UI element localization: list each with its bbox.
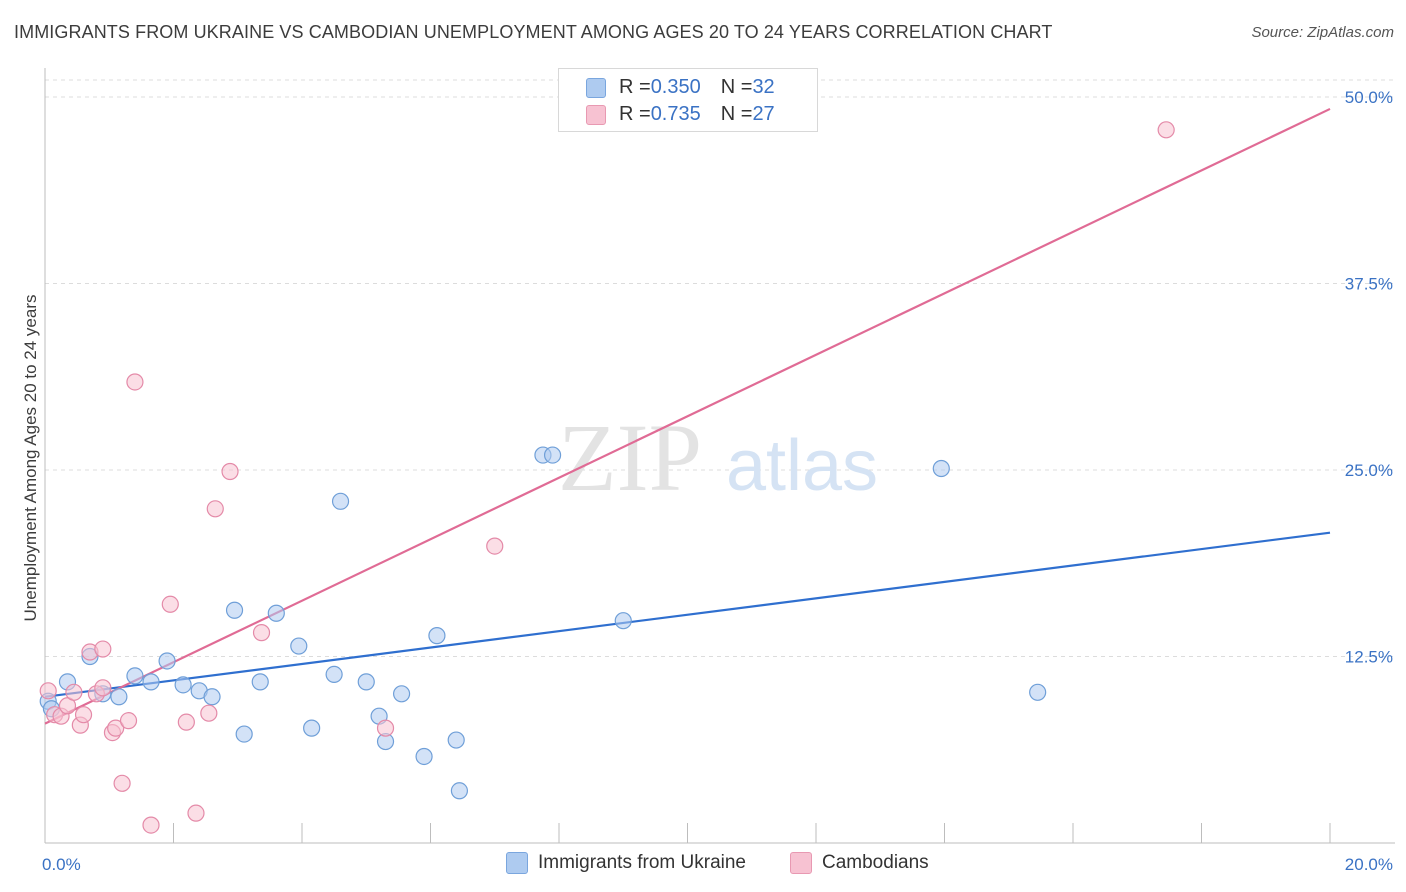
axes: [44, 68, 1395, 844]
bottom-legend-ukraine: Immigrants from Ukraine: [506, 852, 746, 874]
point-cambodians: [206, 500, 224, 518]
point-cambodians: [1157, 121, 1175, 139]
point-cambodians: [94, 640, 112, 658]
point-ukraine: [325, 665, 343, 684]
legend-n-value: 27: [752, 102, 775, 125]
bottom-legend-swatch-cambodians: [790, 852, 812, 874]
legend-swatch-cambodians: [586, 105, 606, 125]
legend-n-value: 32: [752, 75, 775, 98]
point-ukraine: [267, 604, 285, 622]
point-ukraine: [251, 673, 269, 691]
correlation-legend: R = 0.350 N = 32 R = 0.735 N = 27: [558, 68, 818, 132]
point-ukraine: [142, 673, 160, 691]
legend-n-label: N =: [720, 102, 753, 125]
point-cambodians: [39, 682, 57, 700]
bottom-legend-swatch-ukraine: [506, 852, 528, 874]
point-cambodians: [376, 719, 395, 737]
point-cambodians: [221, 462, 239, 481]
point-cambodians: [486, 537, 504, 555]
bottom-legend-label-ukraine: Immigrants from Ukraine: [538, 852, 746, 873]
point-cambodians: [113, 774, 131, 792]
point-cambodians: [200, 704, 218, 722]
legend-r-value: 0.350: [650, 75, 701, 98]
tick-labels: 12.5% 25.0% 37.5% 50.0% 0.0% 20.0%: [42, 88, 1393, 874]
bottom-legend-cambodians: Cambodians: [790, 852, 929, 874]
y-tick-label: 50.0%: [1345, 88, 1393, 107]
legend-swatch-ukraine: [586, 78, 606, 98]
point-cambodians: [119, 712, 138, 730]
y-tick-label: 37.5%: [1345, 275, 1393, 294]
point-ukraine: [203, 688, 221, 706]
point-cambodians: [126, 373, 144, 391]
point-ukraine: [357, 673, 375, 691]
point-ukraine: [126, 667, 144, 685]
point-ukraine: [614, 612, 632, 630]
y-tick-label: 25.0%: [1345, 461, 1393, 480]
point-cambodians: [107, 719, 125, 737]
point-ukraine: [225, 601, 244, 619]
trend-lines: [44, 107, 1331, 725]
legend-r-label: R =: [619, 102, 651, 125]
y-axis-label: Unemployment Among Ages 20 to 24 years: [21, 295, 40, 622]
point-ukraine: [1029, 683, 1047, 701]
legend-n-label: N =: [720, 75, 753, 98]
point-ukraine: [392, 685, 411, 703]
point-cambodians: [65, 683, 83, 701]
point-ukraine: [415, 747, 433, 766]
source-label: Source: ZipAtlas.com: [1251, 24, 1394, 41]
point-cambodians: [187, 804, 205, 822]
grid: [45, 79, 1395, 657]
trend-line-ukraine: [44, 531, 1331, 698]
point-ukraine: [235, 725, 253, 743]
watermark-atlas: atlas: [726, 426, 878, 506]
point-ukraine: [303, 719, 321, 737]
y-tick-label: 12.5%: [1345, 648, 1393, 667]
trend-line-cambodians: [44, 107, 1331, 725]
point-ukraine: [331, 492, 350, 510]
x-tick-label: 20.0%: [1345, 855, 1393, 874]
point-cambodians: [177, 713, 195, 731]
point-cambodians: [252, 624, 271, 642]
point-ukraine: [447, 731, 465, 749]
legend-r-label: R =: [619, 75, 651, 98]
point-cambodians: [161, 595, 179, 613]
legend-row-ukraine: R = 0.350 N = 32: [619, 75, 775, 99]
point-ukraine: [110, 688, 128, 706]
data-points: [39, 121, 1175, 834]
point-cambodians: [94, 679, 112, 697]
point-ukraine: [290, 637, 308, 655]
point-ukraine: [158, 652, 176, 670]
point-ukraine: [543, 446, 562, 464]
point-ukraine: [174, 676, 192, 694]
bottom-legend-label-cambodians: Cambodians: [822, 852, 929, 873]
legend-row-cambodians: R = 0.735 N = 27: [619, 102, 775, 126]
point-ukraine: [932, 459, 950, 478]
watermark: ZIP atlas: [558, 404, 878, 511]
chart-title: IMMIGRANTS FROM UKRAINE VS CAMBODIAN UNE…: [14, 22, 1053, 42]
x-tick-label: 0.0%: [42, 855, 81, 874]
point-cambodians: [142, 816, 160, 834]
point-cambodians: [74, 706, 93, 724]
point-ukraine: [428, 627, 446, 645]
point-ukraine: [450, 782, 469, 800]
legend-r-value: 0.735: [650, 102, 701, 125]
